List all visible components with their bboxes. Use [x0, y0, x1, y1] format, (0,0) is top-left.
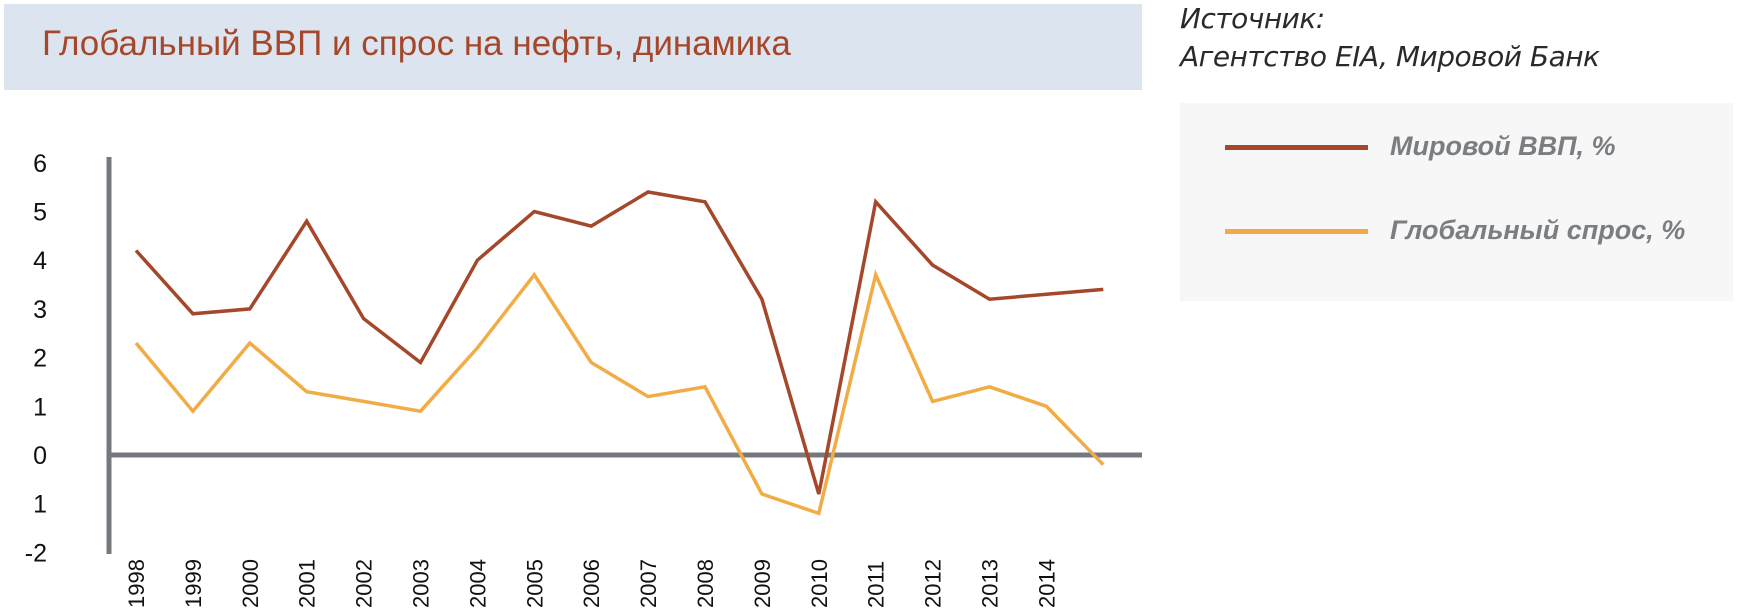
y-tick-label: 1	[33, 491, 47, 519]
x-tick-label: 2011	[864, 561, 889, 608]
x-tick-label: 2014	[1034, 559, 1059, 608]
legend-label-demand: Глобальный спрос, %	[1390, 215, 1686, 245]
x-tick-label: 2008	[693, 559, 718, 608]
x-tick-label: 2002	[352, 559, 377, 608]
source-label: Источник:	[1180, 2, 1325, 35]
x-tick-label: 2005	[522, 559, 547, 608]
x-tick-label: 2009	[750, 559, 775, 608]
x-tick-label: 2010	[807, 559, 832, 608]
x-tick-label: 1999	[181, 559, 206, 608]
y-tick-label: 0	[33, 442, 47, 470]
legend: Мировой ВВП, % Глобальный спрос, %	[1180, 103, 1733, 301]
x-tick-label: 2001	[295, 559, 320, 608]
legend-label-gdp: Мировой ВВП, %	[1390, 131, 1616, 161]
line-chart: 6 5 4 3 2 1 0 1 -2 1998 1999 2000 2001 2002 2003 2004 2…	[25, 150, 1142, 608]
y-tick-label: 2	[33, 345, 47, 373]
source-note: Источник: Агентство EIA, Мировой Банк	[1180, 0, 1600, 76]
x-tick-label: 2000	[238, 559, 263, 608]
legend-swatch-gdp	[1225, 145, 1368, 150]
y-axis-labels: 6 5 4 3 2 1 0 1 -2	[25, 150, 47, 568]
source-text: Агентство EIA, Мировой Банк	[1180, 40, 1600, 73]
y-tick-label: 4	[33, 247, 47, 275]
y-tick-label: -2	[25, 539, 47, 567]
x-tick-label: 2013	[978, 559, 1003, 608]
series-line-gdp	[134, 190, 1104, 495]
legend-item-demand: Глобальный спрос, %	[1180, 209, 1733, 249]
x-tick-label: 2003	[409, 559, 434, 608]
y-tick-label: 1	[33, 393, 47, 421]
series-line-demand	[134, 269, 1105, 516]
x-tick-label: 1998	[124, 559, 149, 608]
x-tick-label: 2004	[465, 559, 490, 608]
y-tick-label: 6	[33, 150, 47, 178]
legend-item-gdp: Мировой ВВП, %	[1180, 125, 1733, 165]
x-axis-labels: 1998 1999 2000 2001 2002 2003 2004 2005 2006 2007…	[124, 559, 1059, 608]
chart-title: Глобальный ВВП и спрос на нефть, динамик…	[42, 24, 791, 63]
x-tick-label: 2007	[636, 559, 661, 608]
y-tick-label: 3	[33, 296, 47, 324]
x-tick-label: 2012	[921, 559, 946, 608]
y-tick-label: 5	[33, 199, 47, 227]
x-tick-label: 2006	[579, 559, 604, 608]
legend-swatch-demand	[1225, 229, 1368, 234]
title-banner: Глобальный ВВП и спрос на нефть, динамик…	[4, 4, 1142, 90]
